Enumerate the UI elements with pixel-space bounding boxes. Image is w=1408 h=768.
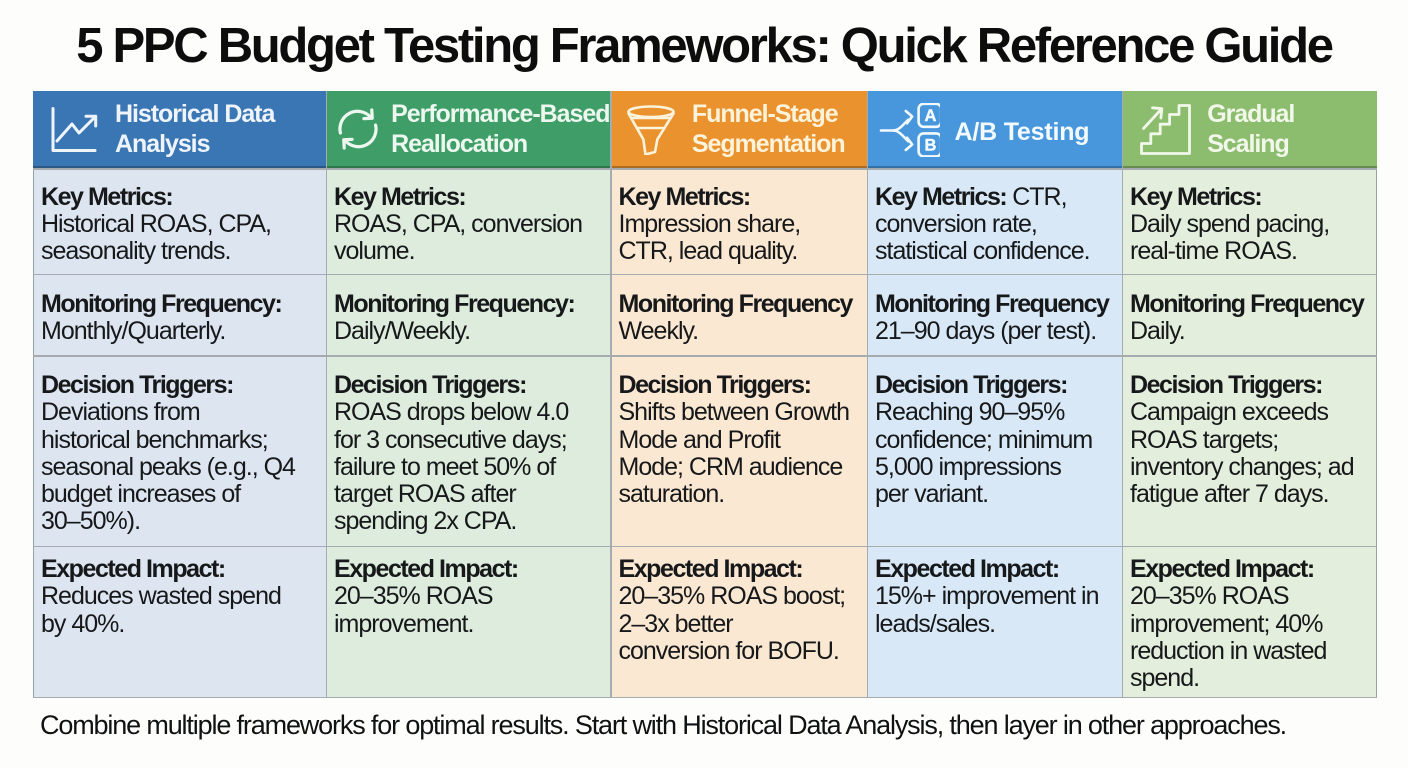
svg-text:B: B (924, 136, 936, 154)
svg-text:A: A (924, 107, 936, 125)
